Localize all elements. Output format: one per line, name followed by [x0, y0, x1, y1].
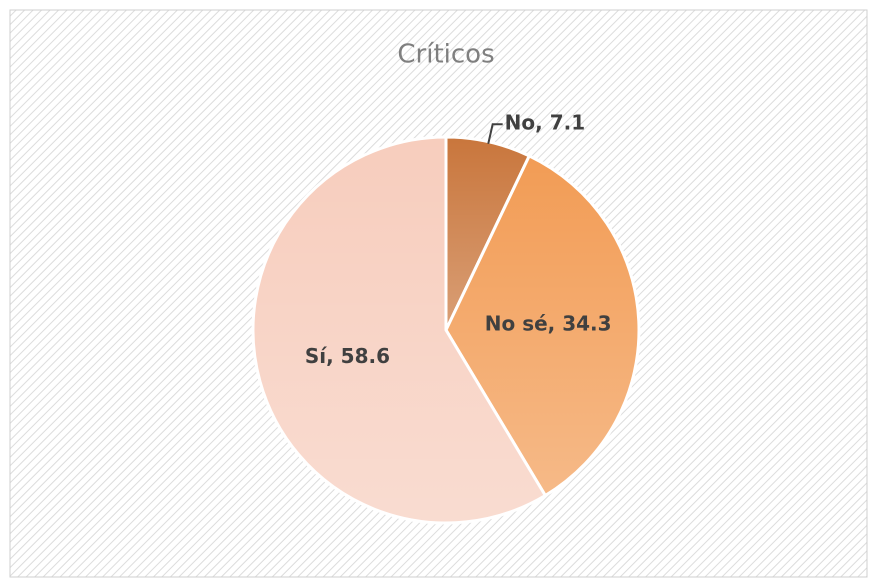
leader-line: [487, 123, 503, 144]
slice-shade: [446, 155, 639, 496]
slice-shade: [446, 137, 530, 330]
slice-shade: [252, 137, 546, 524]
data-label: No sé, 34.3: [485, 312, 612, 336]
data-label: No, 7.1: [505, 111, 585, 135]
chart-title: Críticos: [397, 40, 494, 70]
data-label: Sí, 58.6: [305, 344, 390, 368]
